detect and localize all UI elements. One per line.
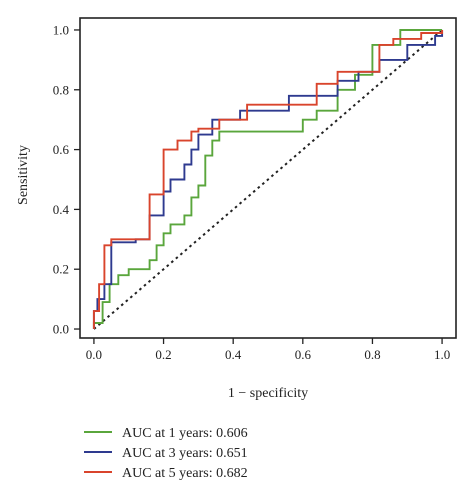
y-tick-label: 0.8	[53, 82, 69, 97]
y-tick-label: 0.6	[53, 142, 70, 157]
x-tick-label: 0.8	[364, 347, 380, 362]
y-tick-label: 0.4	[53, 202, 70, 217]
plot-frame	[79, 17, 457, 339]
x-tick-label: 0.6	[295, 347, 312, 362]
x-tick-label: 0.0	[86, 347, 102, 362]
legend-label-series-2: AUC at 3 years: 0.651	[122, 446, 248, 461]
y-tick-label: 0.0	[53, 322, 69, 337]
y-tick-label: 1.0	[53, 22, 69, 37]
y-tick-label: 0.2	[53, 262, 69, 277]
legend-label-series-1: AUC at 1 years: 0.606	[122, 426, 248, 441]
x-tick-label: 0.2	[155, 347, 171, 362]
x-tick-label: 0.4	[225, 347, 242, 362]
roc-curve-series-3	[92, 30, 444, 329]
legend: AUC at 1 years: 0.606 AUC at 3 years: 0.6…	[84, 426, 248, 481]
legend-label-series-3: AUC at 5 years: 0.682	[122, 466, 248, 481]
plot-area	[92, 29, 444, 330]
x-axis-title: 1 − specificity	[228, 386, 308, 401]
y-axis-title: Sensitivity	[16, 145, 31, 205]
axes: 0.0 0.2 0.4 0.6 0.8 1.0 0.0 0.2 0.4 0.6 0.8 1.0	[53, 17, 457, 362]
x-tick-label: 1.0	[434, 347, 450, 362]
reference-diagonal-line	[93, 29, 443, 330]
